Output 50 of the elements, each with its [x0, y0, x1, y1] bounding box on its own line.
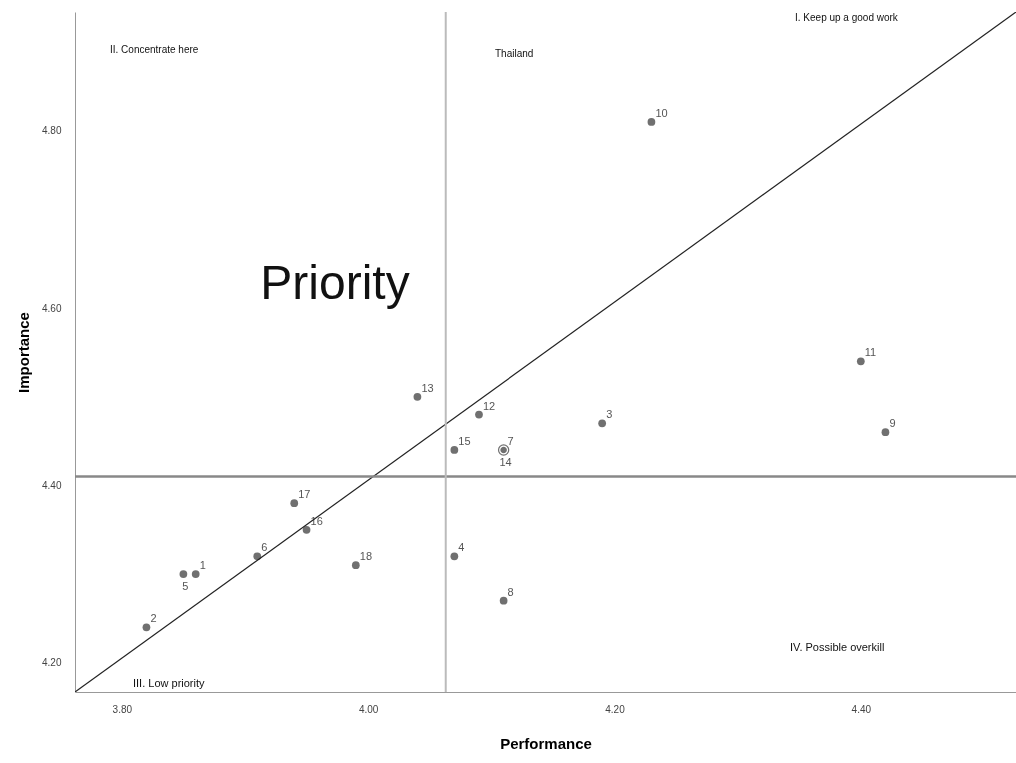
series-label: 14 [499, 455, 512, 468]
series-label: 18 [359, 550, 373, 563]
annotation: II. Concentrate here [110, 44, 199, 55]
y-tick-label: 4.40 [42, 479, 62, 491]
y-tick-label: 4.80 [42, 125, 62, 137]
series-label: 7 [507, 434, 514, 447]
point [450, 552, 459, 561]
y-tick-label: 4.20 [42, 657, 62, 669]
series-label: 8 [507, 585, 514, 598]
series-label: 5 [182, 580, 189, 593]
annotation: Thailand [495, 48, 534, 59]
series-label: 1 [199, 559, 206, 572]
series-label: 4 [458, 541, 465, 554]
point [647, 118, 656, 126]
series-label: 17 [298, 488, 311, 501]
series-label: 6 [261, 541, 268, 554]
annotation: Priority [260, 256, 410, 309]
series-label: 13 [421, 381, 434, 394]
point [142, 623, 151, 632]
point [598, 419, 607, 428]
point [856, 357, 865, 366]
point [450, 446, 459, 454]
y-tick-label: 4.60 [42, 302, 62, 314]
point [179, 570, 188, 578]
annotation: IV. Possible overkill [790, 641, 885, 653]
point [302, 525, 311, 534]
x-tick-label: 4.40 [851, 703, 872, 715]
annotation: I. Keep up a good work [795, 12, 899, 23]
point [413, 392, 422, 401]
series-label: 10 [655, 106, 668, 119]
point [191, 570, 200, 578]
series-label: 15 [458, 434, 471, 447]
series-label: 2 [150, 612, 157, 625]
point [351, 561, 360, 570]
point [290, 499, 299, 508]
series-label: 16 [310, 514, 323, 527]
point [475, 410, 483, 419]
annotation: III. Low priority [133, 677, 206, 689]
series-label: 9 [889, 417, 896, 430]
x-tick-label: 4.00 [358, 703, 379, 715]
point [881, 428, 890, 437]
x-tick-label: 4.20 [605, 703, 626, 715]
series-label: 11 [864, 346, 877, 359]
point [499, 596, 508, 605]
x-tick-label: 3.80 [112, 703, 133, 715]
series-label: 12 [482, 399, 496, 412]
x-axis-title: Performance [500, 734, 592, 752]
y-axis-title: Importance [15, 312, 33, 393]
series-label: 3 [606, 408, 613, 421]
point [253, 552, 262, 561]
